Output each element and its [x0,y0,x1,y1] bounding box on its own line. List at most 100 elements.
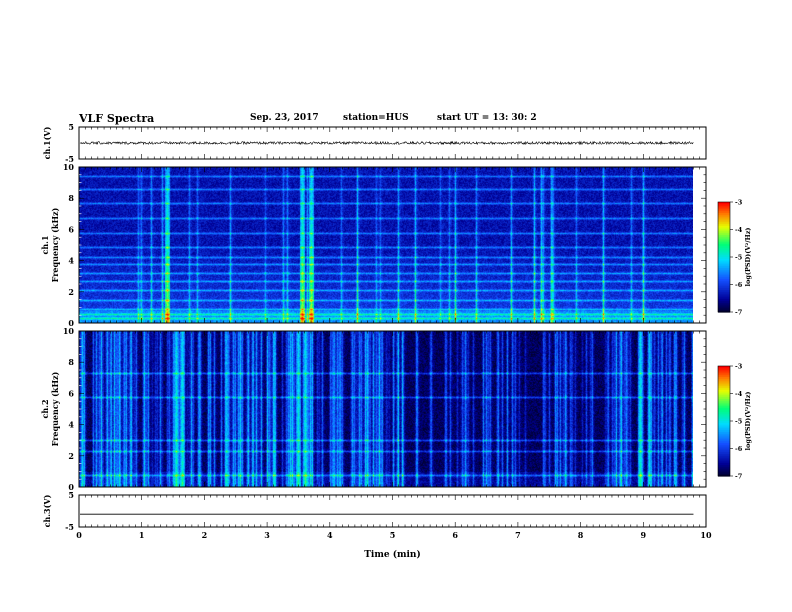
colorbar-cell [718,413,730,417]
colorbar-cell [718,439,730,442]
y-tick-label: 2 [68,287,74,297]
colorbar-cell [718,207,730,210]
colorbar-cell [718,302,730,306]
colorbar-cell [718,417,730,420]
colorbar-cell [718,280,730,284]
colorbar-cell [718,457,730,461]
y-axis-label: ch.1(V) [42,126,52,159]
colorbar-cell [718,202,730,205]
colorbar-cell [718,264,730,267]
colorbar-cell [718,448,730,451]
ch1-spectrogram-image [79,167,693,323]
colorbar-cell [718,269,730,273]
colorbar-cell [718,222,730,225]
colorbar-cell [718,251,730,254]
colorbar-cell [718,284,730,287]
tick-layer [78,126,733,528]
colorbar-tick-label: -5 [735,418,743,426]
y-tick-label: 8 [68,357,74,367]
colorbar-cell [718,410,730,413]
colorbar-cell [718,308,730,311]
colorbar-cell [718,443,730,446]
colorbar-cell [718,262,730,265]
colorbar-cell [718,452,730,455]
colorbar-cell [718,393,730,396]
colorbar-cell [718,203,730,207]
colorbar-cell [718,275,730,278]
colorbar-cell [718,454,730,457]
y-axis-label: ch.3(V) [42,494,52,527]
y-axis-label-channel: ch.1 [40,235,50,254]
colorbar-cell [718,249,730,253]
colorbar-cell [718,406,730,409]
colorbar-cell [718,421,730,424]
colorbar-tick-label: -6 [735,445,743,453]
y-tick-label: 0 [68,318,74,328]
colorbar-cell [718,419,730,422]
colorbar-cell [718,411,730,415]
colorbar-cell [718,384,730,387]
colorbar-cell [718,209,730,212]
colorbar-cell [718,224,730,227]
colorbar-cell [718,288,730,291]
colorbar-cell [718,231,730,234]
colorbar-cell [718,290,730,293]
colorbar-cell [718,297,730,300]
colorbar-cell [718,304,730,308]
x-tick-label: 1 [139,530,145,540]
colorbar-cell [718,273,730,276]
colorbar-cell [718,277,730,280]
colorbar-cell [718,299,730,302]
colorbar-cell [718,211,730,214]
colorbar-cell [718,257,730,260]
x-tick-label: 10 [700,530,712,540]
colorbar-cell [718,367,730,371]
colorbar-cell [718,369,730,373]
colorbar-cell [718,397,730,400]
colorbar-cell [718,391,730,395]
colorbar-cell [718,282,730,286]
colorbar-tick-label: -5 [735,254,743,262]
colorbar-cell [718,455,730,459]
colorbar-cell [718,235,730,238]
y-tick-label: 0 [68,482,74,492]
colorbar-cell [718,216,730,220]
colorbar-cell [718,395,730,398]
colorbar-tick-label: -6 [735,281,743,289]
colorbar-cell [718,433,730,437]
x-tick-label: 8 [578,530,584,540]
station-label: station=HUS [343,113,409,123]
colorbar-cell [718,286,730,289]
y-tick-label: 4 [68,256,74,266]
colorbar-cell [718,258,730,262]
colorbar-cell [718,213,730,216]
colorbar-cell [718,408,730,411]
y-tick-label: 6 [68,388,74,398]
y-axis-label-frequency: Frequency (kHz) [50,207,60,282]
colorbar-cell [718,268,730,271]
colorbar-cell [718,428,730,431]
colorbar-cell [718,422,730,426]
colorbar-tick-label: -7 [735,309,742,317]
colorbar-cell [718,238,730,242]
colorbar-cell [718,301,730,304]
colorbar-cell [718,388,730,391]
colorbar-cell [718,291,730,295]
y-tick-label: 4 [68,420,74,430]
colorbar-cell [718,382,730,385]
y-axis-label-channel: ch.2 [40,399,50,418]
colorbar-cell [718,260,730,264]
colorbar-cell [718,279,730,282]
date-label: Sep. 23, 2017 [250,113,319,123]
colorbar-cell [718,386,730,389]
colorbar-tick-label: -4 [735,390,743,398]
colorbar-cell [718,474,730,477]
colorbar-cell [718,424,730,428]
colorbar-cell [718,205,730,209]
colorbar-cell [718,253,730,256]
y-tick-label: 6 [68,224,74,234]
x-tick-label: 7 [515,530,521,540]
x-tick-label: 6 [452,530,458,540]
colorbar-cell [718,375,730,378]
